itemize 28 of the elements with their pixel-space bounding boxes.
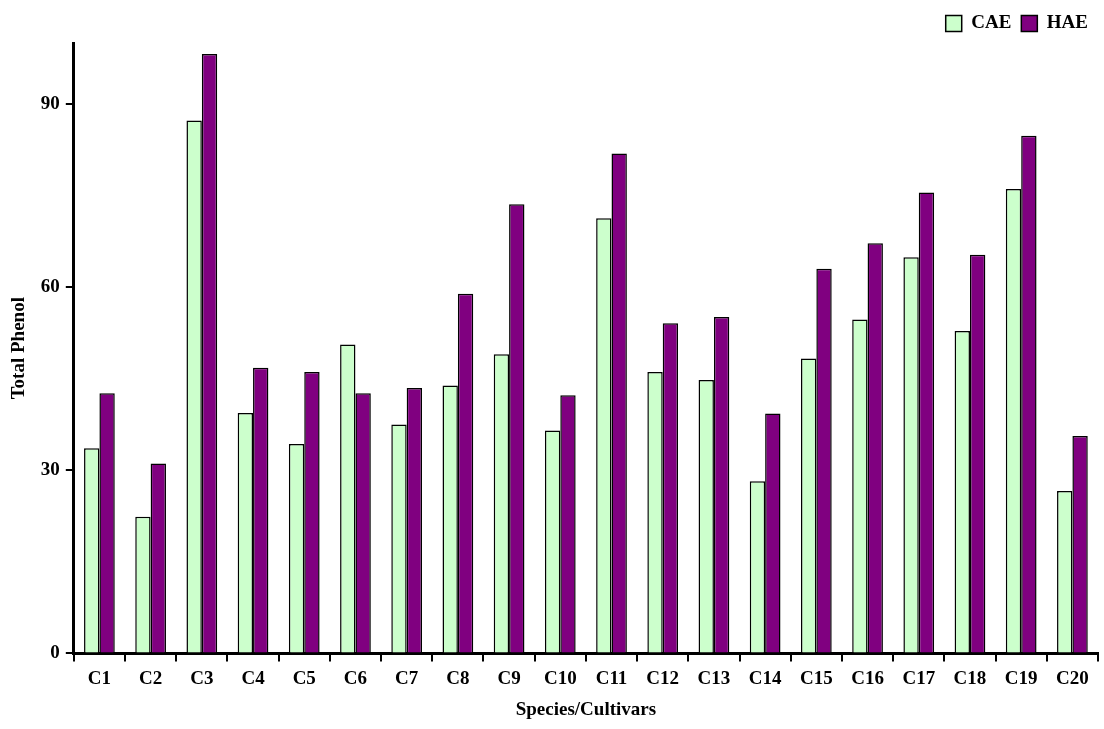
x-tick-label: C8 xyxy=(446,666,470,688)
y-tick-label: 60 xyxy=(40,275,60,297)
x-tick-label: C7 xyxy=(395,666,419,688)
x-tick-label: C2 xyxy=(139,666,163,688)
x-tick-label: C18 xyxy=(953,666,987,688)
x-tick-label: C11 xyxy=(595,666,628,688)
x-tick-label: C1 xyxy=(87,666,112,688)
x-tick-label: C19 xyxy=(1004,666,1038,688)
legend-label: CAE xyxy=(971,11,1012,33)
x-tick-label: C14 xyxy=(748,666,782,688)
x-tick-label: C10 xyxy=(543,666,577,688)
legend-label: HAE xyxy=(1046,11,1089,33)
x-axis-title: Species/Cultivars xyxy=(515,697,657,719)
x-tick-label: C16 xyxy=(851,666,884,688)
y-tick-label: 30 xyxy=(40,458,60,480)
x-tick-label: C13 xyxy=(697,666,731,688)
x-tick-label: C17 xyxy=(902,666,936,688)
x-tick-label: C3 xyxy=(190,666,214,688)
y-tick-label: 0 xyxy=(50,641,60,663)
x-tick-label: C12 xyxy=(646,666,680,688)
x-tick-label: C15 xyxy=(799,666,833,688)
x-tick-label: C6 xyxy=(343,666,368,688)
x-tick-label: C4 xyxy=(241,666,266,688)
x-tick-label: C5 xyxy=(292,666,316,688)
y-axis-title: Total Phenol xyxy=(7,297,29,400)
x-tick-label: C9 xyxy=(497,666,521,688)
x-tick-label: C20 xyxy=(1056,666,1089,688)
y-tick-label: 90 xyxy=(40,91,60,113)
